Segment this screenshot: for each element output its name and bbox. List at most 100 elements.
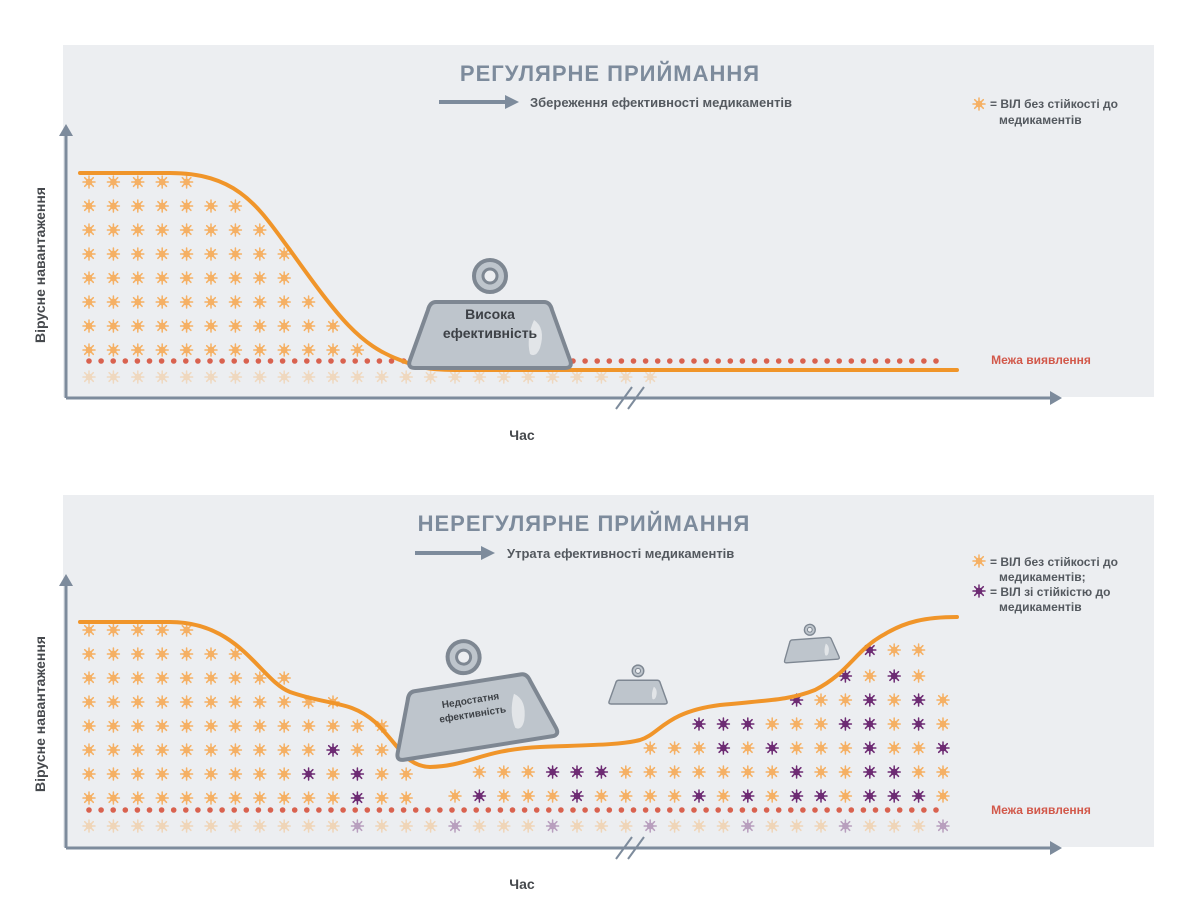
virus-icon: [131, 247, 145, 261]
detection-limit-dot: [836, 807, 842, 813]
virus-icon: [228, 819, 243, 833]
virus-icon: [399, 767, 413, 781]
detection-limit-dot: [328, 358, 334, 364]
virus-icon: [82, 695, 96, 709]
detection-limit-dot: [727, 807, 734, 813]
virus-icon: [82, 271, 96, 285]
detection-limit-dot: [195, 358, 201, 364]
virus-icon: [204, 819, 218, 833]
virus-icon: [204, 671, 218, 685]
virus-resistant-icon: [350, 767, 365, 781]
virus-icon: [277, 271, 291, 285]
virus-icon: [106, 319, 121, 333]
virus-icon: [131, 743, 145, 757]
virus-icon: [82, 199, 96, 213]
x-axis-label: Час: [509, 876, 535, 892]
virus-icon: [277, 295, 291, 309]
panel-regular-intake: РЕГУЛЯРНЕ ПРИЙМАННЯ Збереження ефективно…: [32, 45, 1154, 443]
virus-icon: [253, 791, 267, 805]
detection-limit-dot: [824, 807, 830, 813]
detection-limit-dot: [207, 358, 213, 364]
virus-icon: [253, 719, 267, 733]
virus-icon: [277, 719, 291, 733]
detection-limit-dot: [388, 358, 395, 364]
virus-icon: [253, 370, 267, 384]
virus-icon: [521, 370, 535, 384]
virus-icon: [911, 819, 926, 833]
virus-icon: [863, 669, 877, 683]
detection-limit-dot: [739, 358, 746, 364]
virus-icon: [545, 370, 560, 384]
virus-resistant-icon: [570, 765, 584, 779]
virus-resistant-icon: [789, 789, 804, 803]
panel-background: [63, 495, 1154, 847]
virus-icon: [570, 819, 584, 833]
virus-icon: [106, 247, 121, 261]
virus-resistant-icon: [716, 741, 731, 755]
virus-icon: [277, 743, 291, 757]
detection-limit-dot: [340, 807, 346, 813]
virus-icon: [619, 370, 633, 384]
virus-resistant-icon: [863, 693, 877, 707]
detection-limit-dot: [739, 807, 746, 813]
virus-icon: [228, 719, 243, 733]
legend: = ВІЛ без стійкості до медикаментів: [972, 97, 1118, 127]
virus-icon: [521, 765, 535, 779]
virus-icon: [204, 223, 218, 237]
virus-icon: [228, 695, 243, 709]
virus-icon: [155, 199, 169, 213]
virus-icon: [179, 819, 194, 833]
panel-background: [63, 45, 1154, 397]
virus-icon: [131, 623, 145, 637]
virus-icon: [375, 370, 389, 384]
detection-limit-dot: [304, 807, 310, 813]
virus-icon: [936, 693, 950, 707]
virus-icon: [253, 271, 267, 285]
virus-icon: [179, 647, 194, 661]
detection-limit-dot: [582, 807, 588, 813]
detection-limit-dot: [364, 807, 371, 813]
detection-limit-dot: [98, 807, 104, 813]
virus-icon: [155, 271, 169, 285]
detection-limit-dot: [267, 807, 274, 813]
virus-icon: [399, 370, 413, 384]
virus-icon: [594, 789, 609, 803]
arrow-right-icon: [439, 95, 519, 109]
virus-icon: [667, 789, 682, 803]
virus-icon: [814, 717, 828, 731]
detection-limit-dot: [836, 358, 842, 364]
virus-icon: [228, 343, 243, 357]
virus-icon: [326, 319, 340, 333]
virus-icon: [106, 623, 121, 637]
detection-limit-dot: [558, 807, 564, 813]
detection-limit-dot: [134, 807, 141, 813]
virus-resistant-icon: [716, 717, 731, 731]
panel-subtitle: Збереження ефективності медикаментів: [530, 95, 792, 110]
virus-resistant-icon: [936, 819, 950, 833]
virus-icon: [253, 247, 267, 261]
virus-icon: [82, 223, 96, 237]
detection-limit-dot: [654, 807, 661, 813]
virus-icon: [82, 791, 96, 805]
virus-icon: [228, 295, 243, 309]
virus-icon: [204, 199, 218, 213]
virus-icon: [326, 791, 340, 805]
virus-resistant-icon: [936, 741, 950, 755]
detection-limit-dot: [860, 807, 867, 813]
virus-icon: [911, 765, 926, 779]
virus-icon: [155, 343, 169, 357]
virus-icon: [253, 295, 267, 309]
x-axis-label: Час: [509, 427, 535, 443]
virus-icon: [82, 819, 96, 833]
detection-limit-dot: [715, 358, 721, 364]
detection-limit-dot: [594, 358, 600, 364]
detection-limit-dot: [291, 358, 298, 364]
virus-resistant-icon: [887, 669, 901, 683]
detection-limit-dot: [679, 807, 685, 813]
virus-resistant-icon: [741, 789, 755, 803]
virus-icon: [106, 343, 121, 357]
panel-title: НЕРЕГУЛЯРНЕ ПРИЙМАННЯ: [418, 511, 751, 536]
detection-limit-dot: [654, 358, 661, 364]
virus-icon: [106, 295, 121, 309]
detection-limit-dot: [606, 807, 613, 813]
